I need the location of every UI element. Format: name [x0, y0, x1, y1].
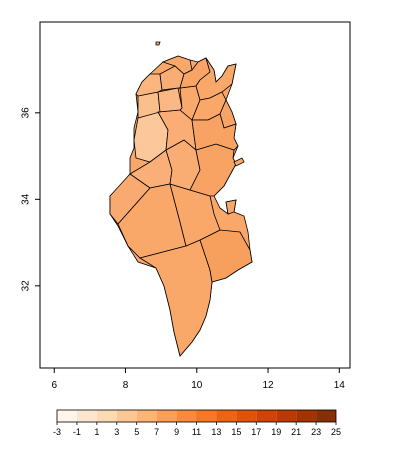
legend-break-label: 9 — [174, 427, 179, 437]
legend-break-label: 7 — [154, 427, 159, 437]
y-tick-label: 32 — [21, 280, 32, 292]
legend-swatch — [57, 410, 77, 422]
djerba-island — [225, 199, 237, 215]
legend-break-label: 3 — [114, 427, 119, 437]
plot-frame — [39, 21, 351, 369]
legend-break-label: 21 — [291, 427, 301, 437]
legend-break-label: 13 — [211, 427, 221, 437]
x-tick-label: 8 — [123, 380, 129, 391]
region-mahdia — [191, 113, 239, 151]
legend-swatch — [236, 410, 257, 422]
legend-break-label: 23 — [311, 427, 321, 437]
y-axis: 32 34 36 — [21, 107, 40, 292]
region-nabeul — [195, 57, 237, 101]
region-siliana — [157, 87, 183, 113]
legend-swatch — [96, 410, 117, 422]
x-tick-label: 6 — [51, 380, 57, 391]
legend-break-label: 11 — [192, 427, 201, 437]
legend-break-label: 5 — [134, 427, 139, 437]
legend-swatch — [216, 410, 237, 422]
legend-swatch — [316, 410, 336, 422]
color-legend: -3 -1 1 3 5 7 9 11 13 15 17 19 21 23 25 — [53, 409, 341, 437]
legend-swatch — [136, 410, 157, 422]
x-tick-label: 12 — [262, 380, 274, 391]
y-tick-label: 36 — [21, 107, 32, 119]
legend-swatch — [116, 410, 137, 422]
legend-swatch — [276, 410, 297, 422]
x-tick-label: 14 — [334, 380, 346, 391]
legend-swatch — [176, 410, 197, 422]
legend-break-label: -1 — [73, 427, 81, 437]
region-medenine — [199, 229, 253, 283]
legend-swatch — [156, 410, 177, 422]
x-tick-label: 10 — [191, 380, 203, 391]
legend-break-label: 17 — [251, 427, 261, 437]
legend-break-label: 1 — [94, 427, 99, 437]
legend-break-label: 25 — [331, 427, 341, 437]
legend-swatch — [296, 410, 317, 422]
legend-break-label: 19 — [271, 427, 281, 437]
legend-swatch — [196, 410, 217, 422]
tunisia-map — [109, 41, 253, 357]
legend-swatch — [76, 410, 97, 422]
legend-swatch — [256, 410, 277, 422]
kerkennah-island — [233, 157, 245, 167]
y-tick-label: 34 — [21, 193, 32, 205]
galite-island — [155, 41, 161, 46]
legend-break-label: 15 — [231, 427, 241, 437]
x-axis: 6 8 10 12 14 — [51, 368, 345, 391]
legend-break-label: -3 — [53, 427, 61, 437]
region-tataouine — [139, 239, 213, 357]
